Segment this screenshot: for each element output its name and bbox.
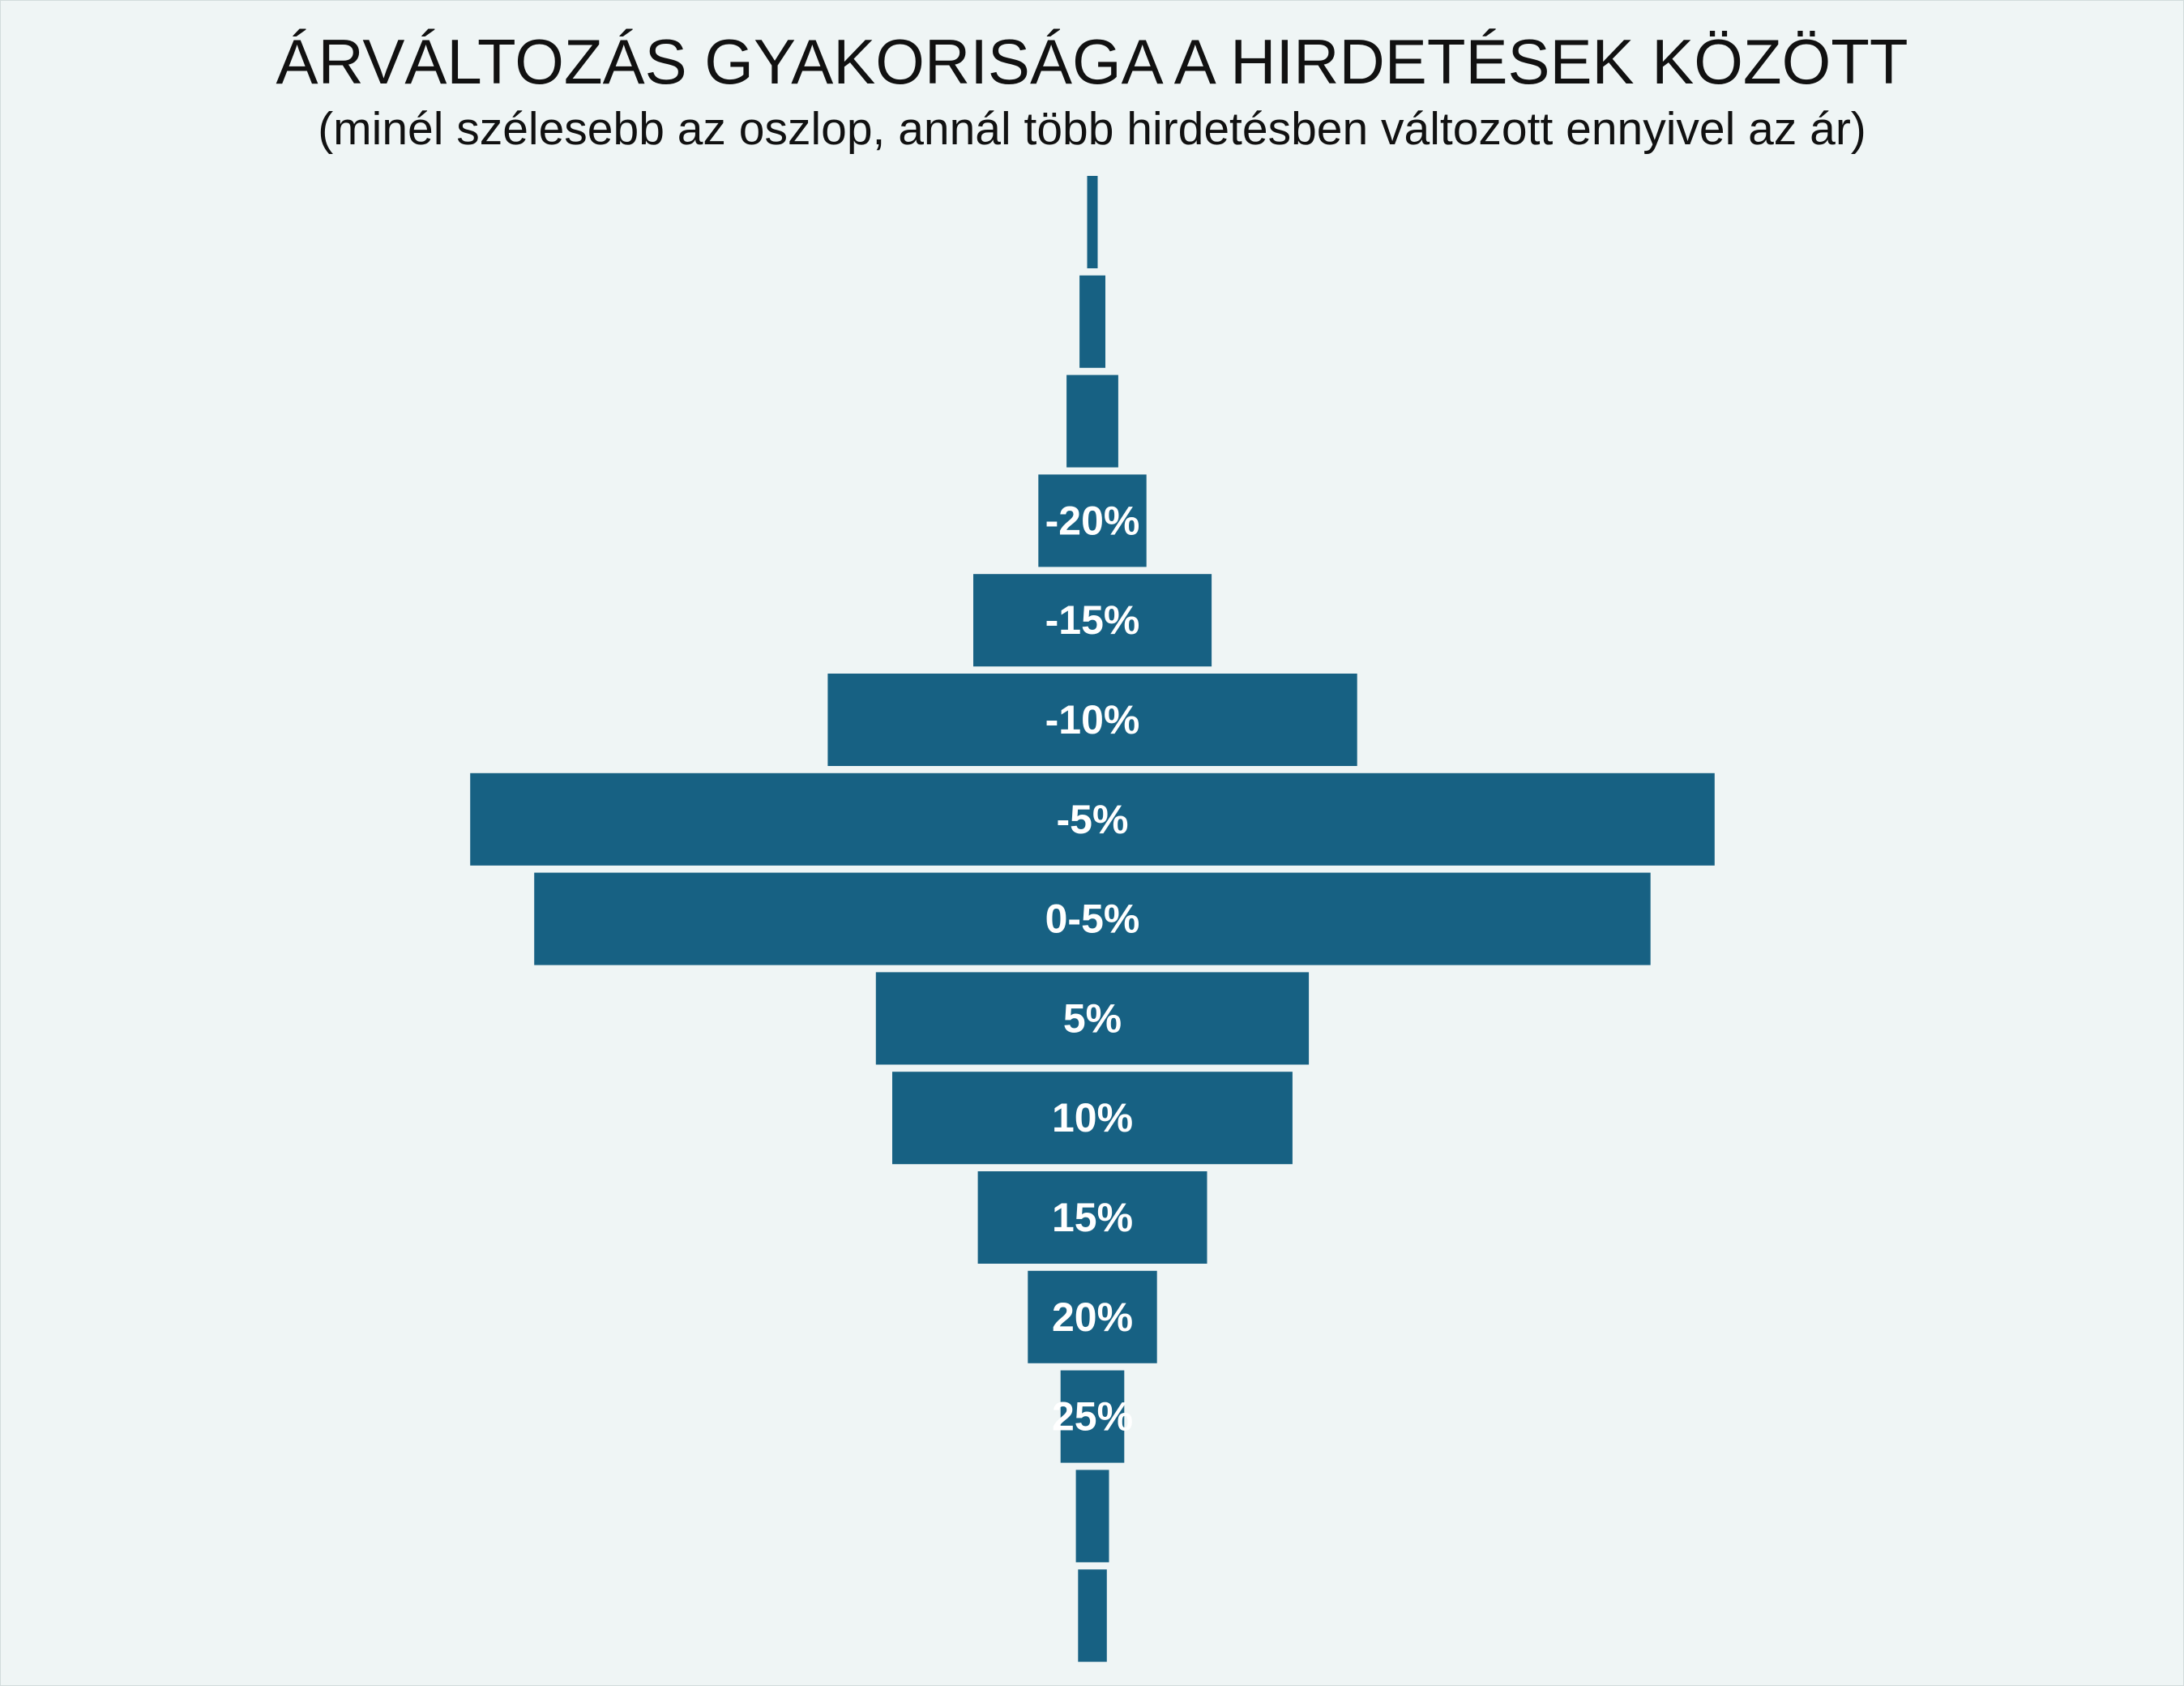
bar-6 [470, 772, 1715, 866]
bar-label-4: -15% [1045, 597, 1140, 643]
bar-7 [534, 872, 1651, 965]
bar-9 [892, 1072, 1293, 1165]
bar-label-6: -5% [1057, 797, 1129, 842]
chart-title: ÁRVÁLTOZÁS GYAKORISÁGA A HIRDETÉSEK KÖZÖ… [276, 26, 1908, 97]
bar-3 [1038, 474, 1147, 567]
bar-label-10: 15% [1052, 1195, 1133, 1240]
bar-4 [973, 574, 1212, 667]
bar-label-3: -20% [1045, 498, 1140, 543]
bar-label-8: 5% [1063, 995, 1122, 1041]
bar-2 [1066, 374, 1118, 468]
bar-8 [875, 972, 1310, 1065]
bar-label-11: 20% [1052, 1294, 1133, 1340]
bar-5 [827, 674, 1357, 766]
bar-11 [1028, 1270, 1157, 1363]
bar-label-7: 0-5% [1045, 896, 1140, 942]
bar-0 [1087, 176, 1098, 268]
bar-label-9: 10% [1052, 1095, 1133, 1140]
bar-14 [1078, 1569, 1107, 1662]
bar-12 [1060, 1370, 1125, 1463]
bar-1 [1079, 275, 1105, 368]
bar-label-5: -10% [1045, 697, 1140, 742]
bar-10 [977, 1171, 1207, 1264]
bar-13 [1075, 1470, 1109, 1563]
bar-label-12: 25% [1052, 1394, 1133, 1440]
chart-subtitle: (minél szélesebb az oszlop, annál több h… [318, 103, 1866, 155]
